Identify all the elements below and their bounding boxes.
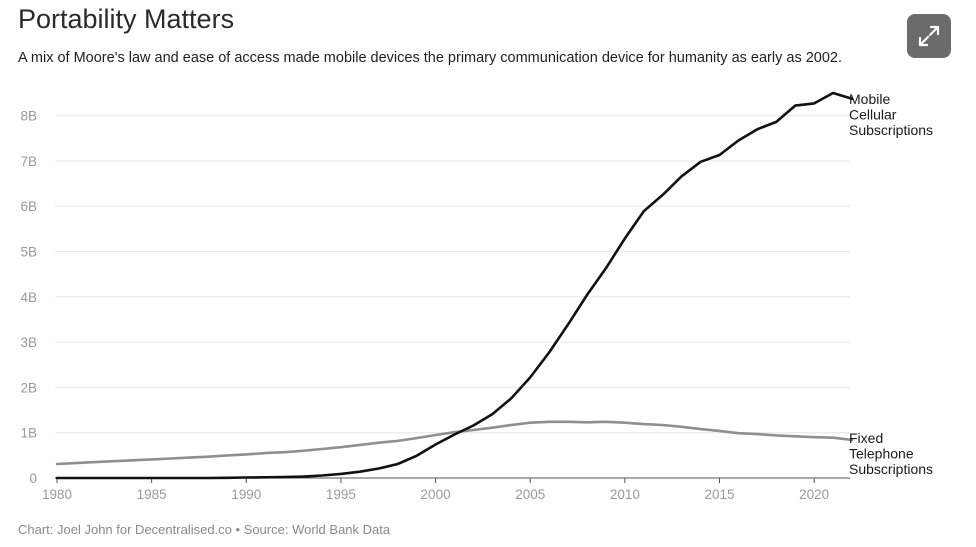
grid-lines: [55, 115, 850, 479]
x-tick-label: 1985: [137, 487, 167, 502]
y-tick-label: 8B: [20, 109, 37, 124]
x-tick-label: 2015: [704, 487, 734, 502]
x-tick-label: 2020: [799, 487, 829, 502]
y-tick-label: 1B: [20, 426, 37, 441]
y-tick-label: 6B: [20, 199, 37, 214]
x-tick-label: 1990: [231, 487, 261, 502]
expand-button[interactable]: [907, 14, 951, 58]
chart-subtitle: A mix of Moore's law and ease of access …: [18, 50, 843, 66]
series-label: Telephone: [849, 446, 914, 462]
y-tick-label: 2B: [20, 380, 37, 395]
series-label: Mobile: [849, 91, 890, 107]
y-tick-label: 4B: [20, 290, 37, 305]
series-label: Subscriptions: [849, 461, 933, 477]
series-label: Cellular: [849, 107, 897, 123]
series-labels: MobileCellularSubscriptionsFixedTelephon…: [849, 91, 933, 477]
series-label: Fixed: [849, 430, 883, 446]
expand-arrows-icon: [918, 25, 940, 47]
x-tick-label: 1980: [42, 487, 72, 502]
y-tick-label: 0: [29, 471, 37, 486]
y-tick-label: 3B: [20, 335, 37, 350]
y-tick-label: 5B: [20, 245, 37, 260]
chart-source-credit: Chart: Joel John for Decentralised.co • …: [18, 522, 391, 537]
page-title: Portability Matters: [18, 4, 235, 34]
series-label: Subscriptions: [849, 122, 933, 138]
x-axis: 1980 1985 1990 1995 2000 2005 2010 2015 2020: [42, 478, 829, 502]
y-axis: 0 1B 2B 3B 4B 5B 6B 7B 8B: [20, 109, 37, 486]
y-tick-label: 7B: [20, 154, 37, 169]
series-line-fixed: [55, 420, 854, 466]
x-tick-label: 2005: [515, 487, 545, 502]
x-tick-label: 2010: [610, 487, 640, 502]
x-tick-label: 2000: [421, 487, 451, 502]
series-lines: [55, 91, 854, 480]
x-tick-label: 1995: [326, 487, 356, 502]
series-line-mobile: [55, 91, 854, 480]
